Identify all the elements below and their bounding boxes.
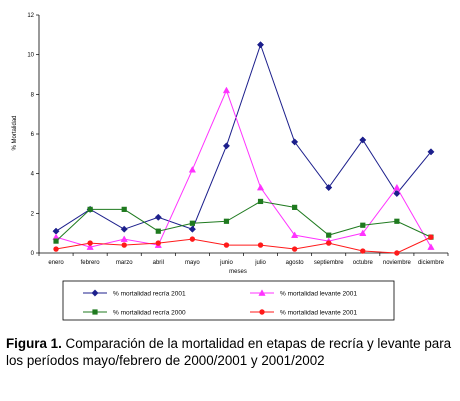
y-tick-label: 2 [31, 211, 35, 217]
series-1-point [427, 148, 435, 156]
series-2-point [291, 231, 299, 238]
series-2-line [55, 88, 432, 248]
y-axis-ticks: 0 2 4 6 8 10 12 [27, 13, 39, 257]
legend-box [62, 280, 395, 321]
series-3-point [257, 198, 264, 205]
series-2-point [256, 183, 265, 191]
series-3-point [360, 222, 366, 228]
series-4-point [155, 240, 161, 246]
x-tick-label: marzo [116, 260, 133, 266]
x-tick-label: agosto [286, 260, 305, 266]
x-tick-label: diciembre [418, 260, 445, 266]
x-tick-label: octubre [353, 260, 374, 266]
x-tick-label: abril [153, 260, 164, 266]
legend-item-2: % mortalidad levante 2001 [250, 289, 357, 297]
legend-label: % mortalidad levante 2001 [280, 290, 357, 297]
series-1 [52, 41, 435, 235]
series-4-point [189, 236, 196, 242]
series-4 [53, 234, 434, 256]
legend-swatch-marker [259, 309, 265, 315]
series-4-point [223, 242, 230, 248]
y-tick-label: 6 [31, 132, 35, 138]
y-tick-label: 12 [27, 13, 34, 19]
caption-text: Comparación de la mortalidad en etapas d… [6, 336, 452, 368]
series-1-line [55, 43, 432, 232]
series-2-point [222, 86, 231, 94]
series-3-line [55, 200, 432, 242]
series-3-point [394, 218, 400, 224]
series-4-point [53, 246, 59, 252]
series-1-point [291, 138, 299, 146]
series-4-point [326, 240, 332, 246]
series-2-point [120, 235, 128, 242]
series-2-point [427, 243, 435, 250]
x-axis-ticks: enero febrero marzo abril mayo junio julio agos… [38, 253, 449, 266]
figure-caption: Figura 1. Comparación de la mortalidad e… [6, 336, 454, 369]
y-axis-title: % Mortalidad [12, 115, 18, 150]
series-3-point [223, 218, 230, 224]
legend-swatch-marker [258, 289, 266, 296]
caption-label: Figura 1. [6, 336, 62, 351]
series-2-point [359, 229, 367, 236]
series-4-point [121, 242, 127, 248]
mortality-line-chart: 0 2 4 6 8 10 12 enero febrero marzo abril mayo juni… [12, 13, 449, 321]
legend-item-3: % mortalidad recría 2000 [83, 309, 186, 316]
legend-swatch-marker [92, 309, 98, 315]
x-tick-label: septiembre [314, 260, 344, 266]
series-1-point [120, 225, 128, 233]
series-4-point [257, 242, 264, 248]
series-2-point [393, 183, 401, 191]
series-1-point [325, 183, 333, 192]
series-4-point [360, 248, 366, 254]
series-3-point [87, 206, 93, 212]
series-2-point [86, 243, 94, 250]
x-tick-label: enero [48, 260, 64, 266]
series-layer [52, 41, 435, 256]
chart-axes [38, 15, 448, 254]
series-1-point [256, 41, 265, 49]
y-tick-label: 0 [31, 251, 35, 257]
legend-label: % mortalidad levante 2001 [280, 309, 357, 316]
series-3-point [189, 220, 195, 226]
x-tick-label: noviembre [383, 260, 412, 266]
y-tick-label: 4 [31, 172, 35, 178]
series-4-point [428, 234, 434, 240]
series-1-point [154, 213, 162, 221]
x-axis-title: meses [229, 269, 247, 275]
y-tick-label: 8 [31, 92, 35, 98]
series-1-point [188, 225, 196, 233]
series-3-point [53, 238, 59, 244]
series-4-point [87, 240, 93, 246]
series-4-point [394, 250, 400, 256]
y-tick-label: 10 [27, 53, 34, 59]
series-4-line [55, 236, 432, 254]
series-3-point [292, 204, 298, 210]
series-1-point [359, 136, 367, 144]
x-tick-label: febrero [81, 260, 101, 266]
series-2-point [188, 165, 196, 173]
series-3-point [326, 232, 332, 238]
legend-swatch-marker [91, 289, 99, 297]
x-tick-label: mayo [185, 260, 200, 266]
legend-label: % mortalidad recría 2001 [113, 290, 186, 297]
series-1-point [222, 142, 231, 150]
legend-item-1: % mortalidad recría 2001 [83, 289, 186, 297]
series-2 [52, 86, 435, 250]
legend-label: % mortalidad recría 2000 [113, 309, 186, 316]
series-4-point [291, 246, 298, 252]
series-3-point [155, 228, 161, 234]
legend: % mortalidad recría 2001 % mortalidad lev… [83, 289, 357, 316]
legend-item-4: % mortalidad levante 2001 [250, 309, 357, 316]
series-3-point [121, 206, 127, 212]
x-tick-label: junio [219, 260, 233, 266]
x-tick-label: julio [254, 260, 266, 266]
series-1-point [393, 189, 401, 198]
